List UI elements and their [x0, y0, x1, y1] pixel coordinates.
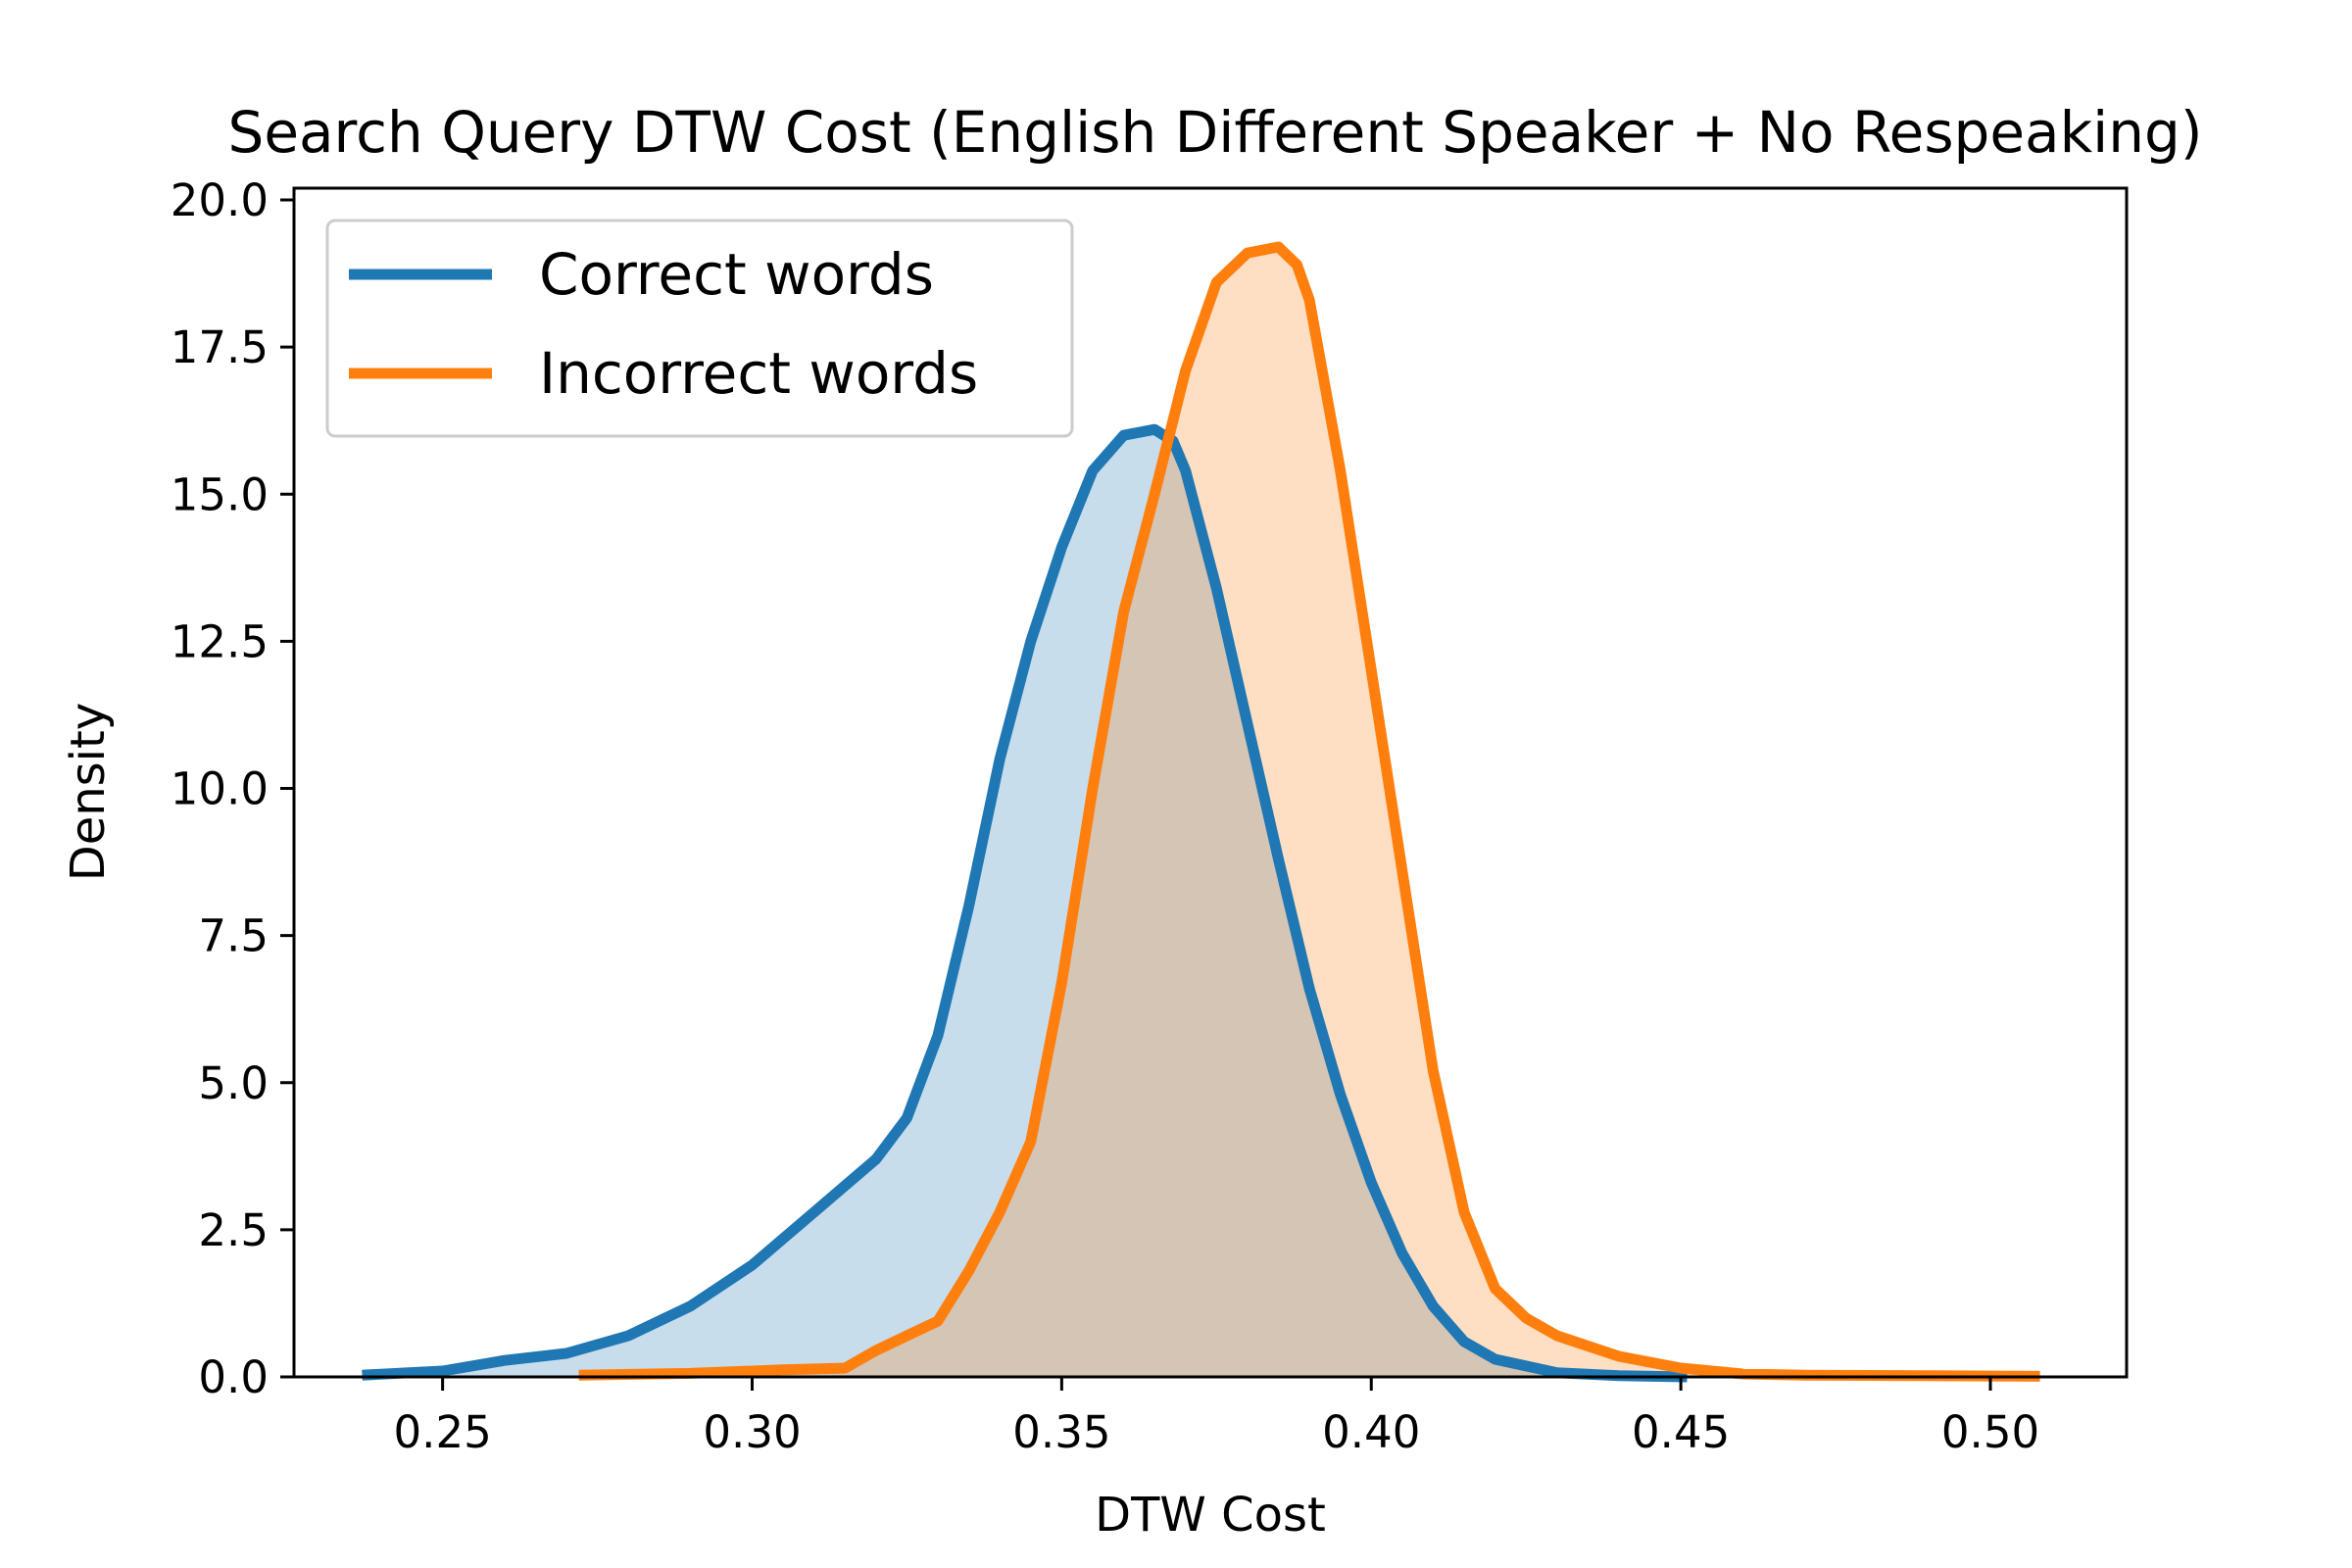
x-axis-ticks: 0.25 0.30 0.35 0.40 0.45 0.50 [394, 1377, 2039, 1458]
y-tick-label: 2.5 [198, 1204, 269, 1256]
chart-title: Search Query DTW Cost (English Different… [228, 99, 2203, 166]
x-tick-label: 0.35 [1012, 1406, 1110, 1458]
x-tick-label: 0.40 [1322, 1406, 1420, 1458]
legend-label-incorrect: Incorrect words [539, 340, 978, 407]
y-axis-label: Density [61, 703, 116, 881]
x-tick-label: 0.45 [1632, 1406, 1730, 1458]
y-tick-label: 7.5 [198, 910, 269, 962]
y-tick-label: 20.0 [171, 174, 269, 226]
legend-box [325, 219, 1074, 438]
series-lines [362, 241, 2040, 1383]
legend-label-correct: Correct words [539, 241, 934, 308]
legend: Correct words Incorrect words [325, 219, 1074, 438]
y-tick-label: 12.5 [171, 615, 269, 667]
x-tick-label: 0.50 [1941, 1406, 2039, 1458]
plot-frame [292, 186, 2129, 1379]
y-tick-label: 10.0 [171, 763, 269, 815]
series-line-incorrect [578, 241, 2040, 1382]
y-tick-label: 15.0 [171, 468, 269, 520]
x-tick-label: 0.30 [703, 1406, 801, 1458]
y-tick-label: 5.0 [198, 1057, 269, 1109]
x-axis-label: DTW Cost [1095, 1488, 1326, 1543]
x-tick-label: 0.25 [394, 1406, 492, 1458]
area-fill-incorrect [578, 247, 2040, 1377]
y-axis-ticks: 0.0 2.5 5.0 7.5 10.0 12.5 15.0 17.5 20.0 [171, 174, 294, 1403]
y-tick-label: 17.5 [171, 321, 269, 373]
series-line-correct [362, 423, 1688, 1383]
y-tick-label: 0.0 [198, 1351, 269, 1403]
